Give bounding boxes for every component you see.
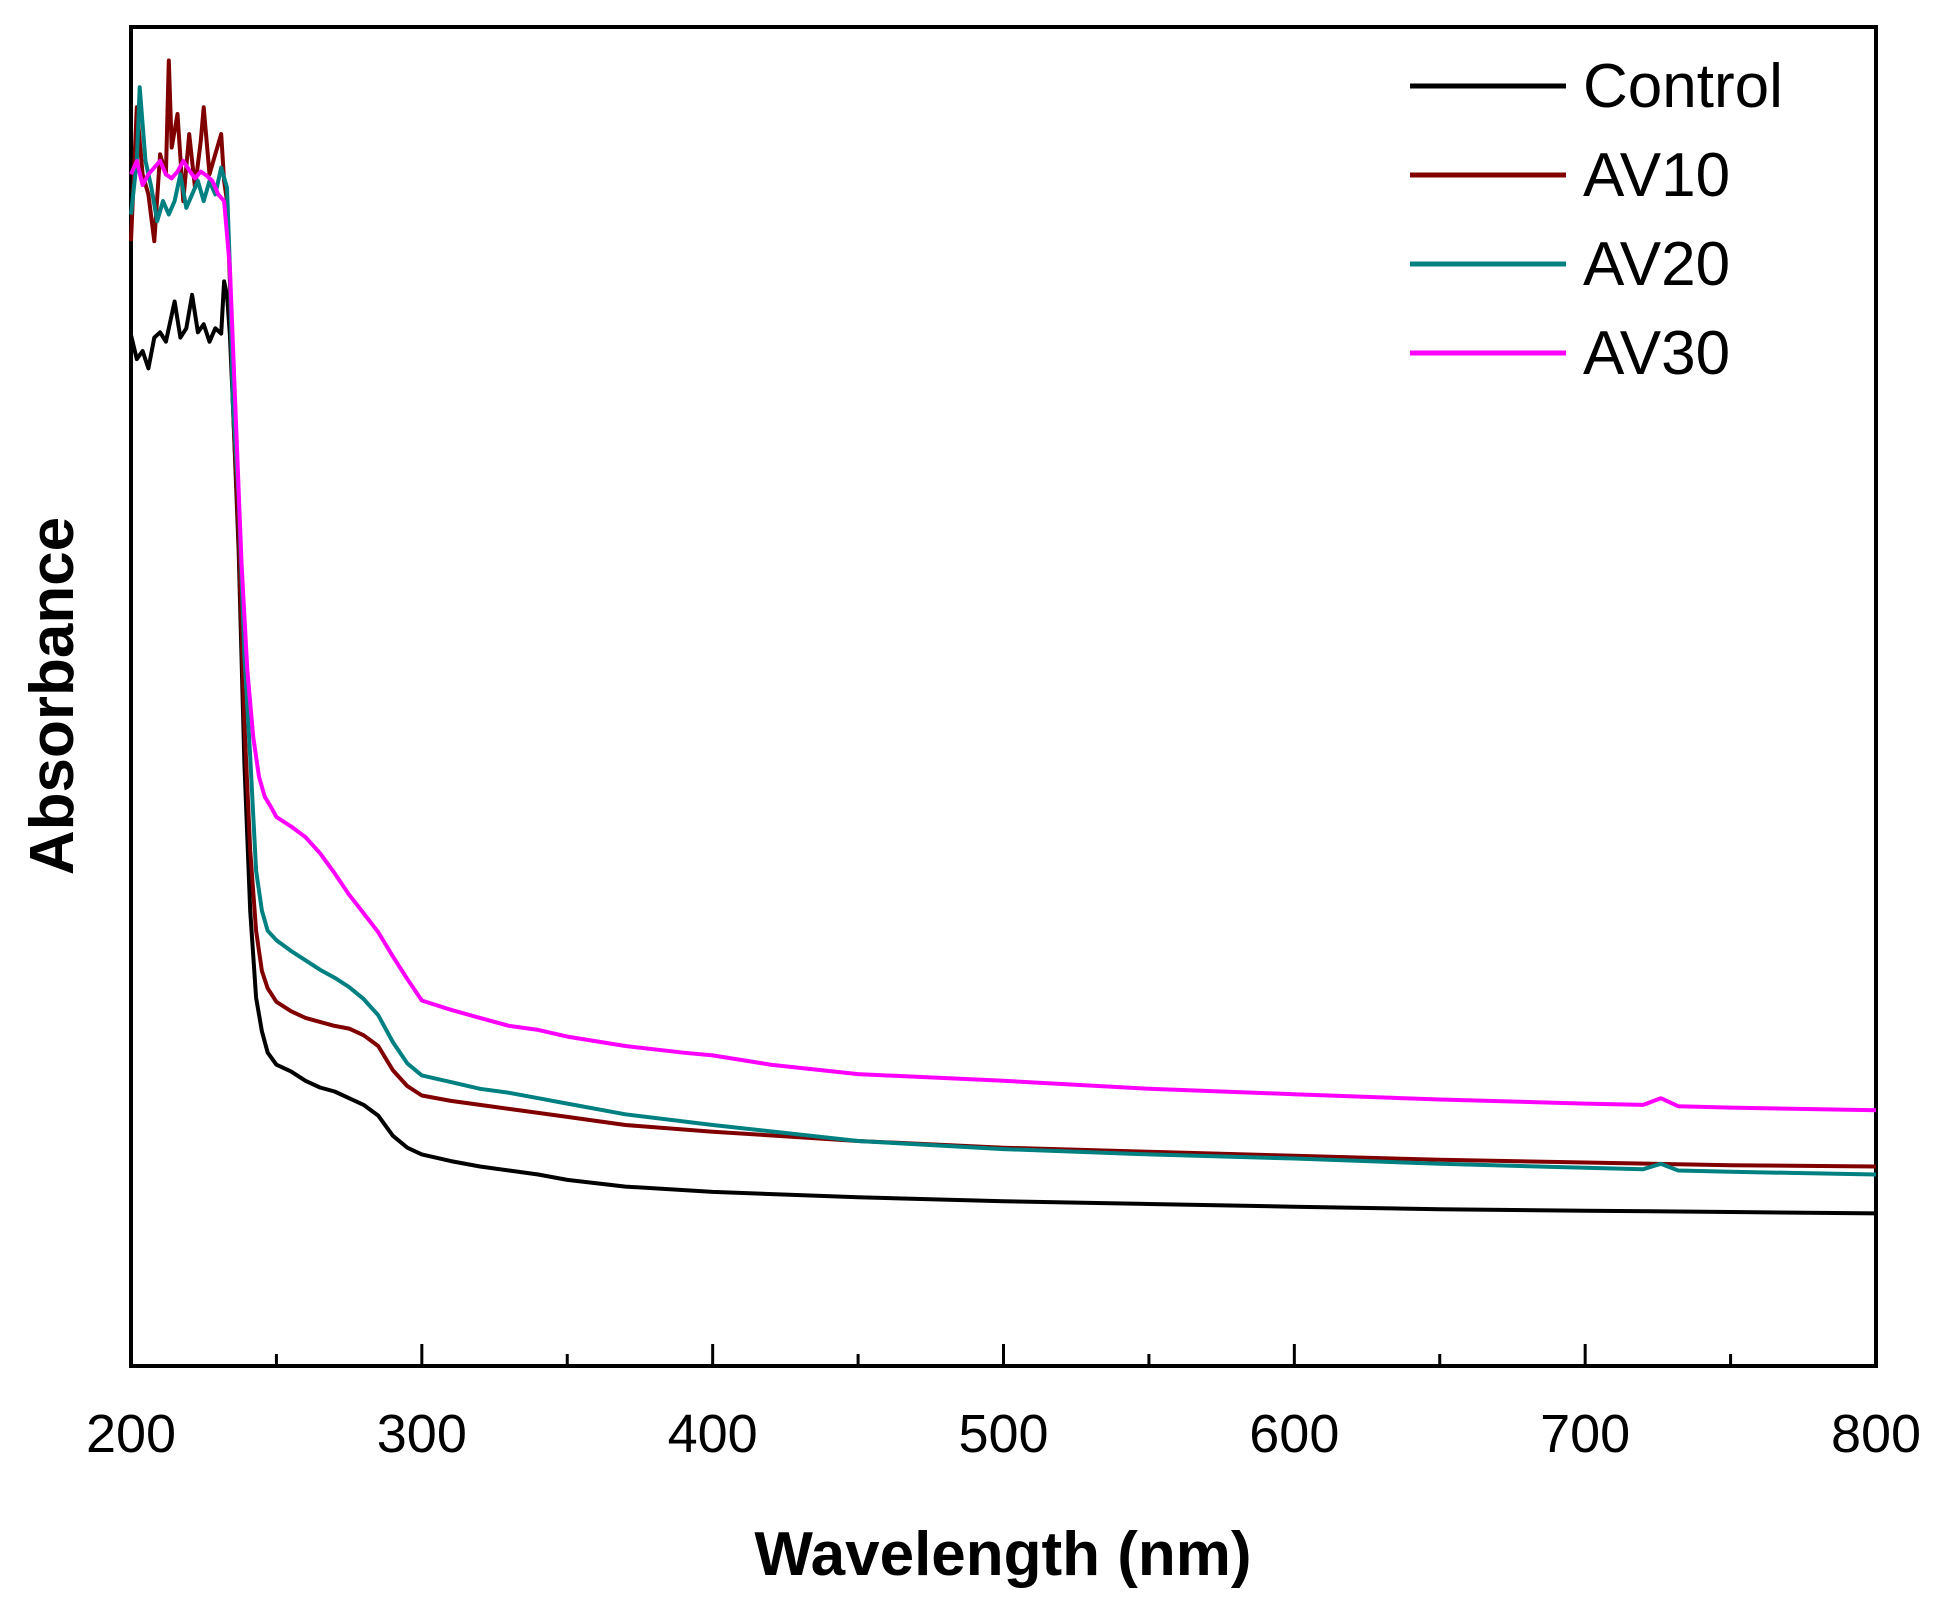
y-axis-title: Absorbance xyxy=(18,517,87,875)
legend-label-av10: AV10 xyxy=(1583,141,1730,210)
legend-label-control: Control xyxy=(1583,52,1783,121)
series-line-av10 xyxy=(129,58,1877,1169)
plot-frame xyxy=(129,25,1878,1368)
x-tick-label-700: 700 xyxy=(1540,1404,1630,1464)
x-tick-label-300: 300 xyxy=(377,1404,467,1464)
series-lines xyxy=(129,58,1877,1216)
x-axis-ticks xyxy=(129,1344,1878,1366)
legend-label-av20: AV20 xyxy=(1583,230,1730,299)
legend: Control AV10 AV20 AV30 xyxy=(1410,52,1783,388)
x-tick-label-600: 600 xyxy=(1249,1404,1339,1464)
series-line-av20 xyxy=(129,85,1877,1177)
x-axis-tick-labels: 200 300 400 500 600 700 800 xyxy=(86,1404,1921,1464)
x-tick-label-200: 200 xyxy=(86,1404,176,1464)
x-tick-label-800: 800 xyxy=(1831,1404,1921,1464)
series-line-control xyxy=(129,279,1877,1216)
x-tick-label-400: 400 xyxy=(668,1404,758,1464)
x-tick-label-500: 500 xyxy=(958,1404,1048,1464)
legend-label-av30: AV30 xyxy=(1583,319,1730,388)
series-line-av30 xyxy=(129,158,1877,1113)
x-axis-title: Wavelength (nm) xyxy=(754,1520,1251,1589)
